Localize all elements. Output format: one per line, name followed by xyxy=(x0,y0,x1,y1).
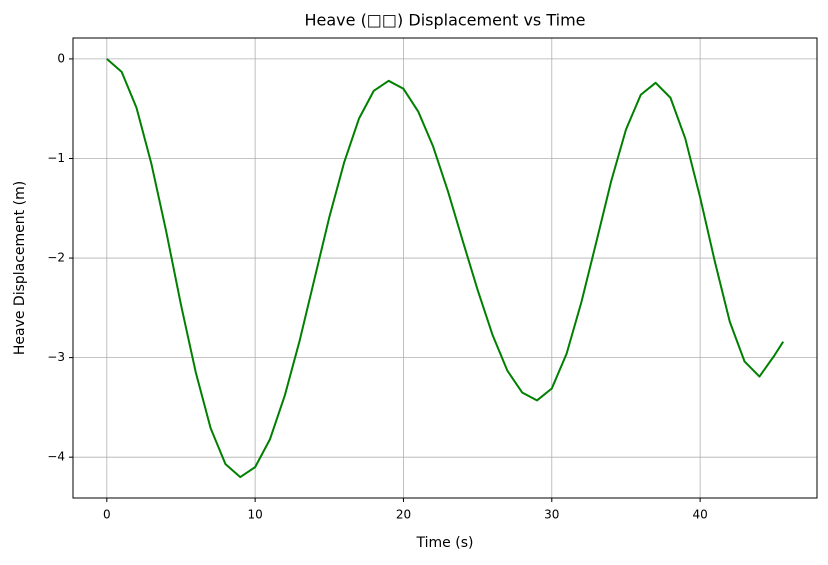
plot-frame xyxy=(72,37,818,499)
x-tick-label: 30 xyxy=(544,508,559,522)
y-axis-label: Heave Displacement (m) xyxy=(12,181,28,355)
y-tick-label: −3 xyxy=(47,350,65,364)
x-axis-label: Time (s) xyxy=(416,535,474,551)
x-tick-label: 40 xyxy=(692,508,707,522)
x-tick-label: 0 xyxy=(103,508,111,522)
y-tick-label: −4 xyxy=(47,450,65,464)
x-tick-label: 20 xyxy=(396,508,411,522)
y-tick-label: 0 xyxy=(57,51,65,65)
y-tick-label: −2 xyxy=(47,251,65,265)
chart-title: Heave (□□) Displacement vs Time xyxy=(304,11,585,30)
y-tick-label: −1 xyxy=(47,151,65,165)
line-series xyxy=(106,58,785,479)
x-tick-label: 10 xyxy=(248,508,263,522)
